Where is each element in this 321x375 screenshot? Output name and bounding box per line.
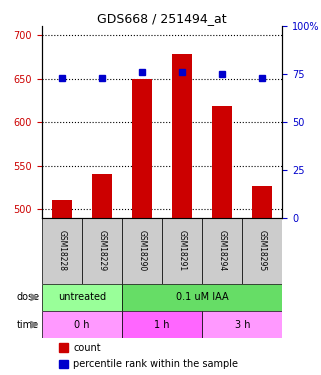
Text: GSM18291: GSM18291 [178,230,187,272]
FancyBboxPatch shape [122,311,202,338]
Title: GDS668 / 251494_at: GDS668 / 251494_at [97,12,227,25]
Bar [252,186,273,218]
Text: GSM18229: GSM18229 [97,230,107,272]
Text: dose: dose [16,292,39,302]
FancyBboxPatch shape [202,218,242,284]
Text: time: time [17,320,39,330]
Text: GSM18228: GSM18228 [57,230,66,271]
Bar [59,360,68,368]
Bar [132,78,152,218]
Bar [212,106,232,218]
Bar [59,344,68,351]
FancyBboxPatch shape [82,218,122,284]
Bar [172,54,192,218]
FancyBboxPatch shape [42,284,122,311]
Text: 0 h: 0 h [74,320,90,330]
Text: untreated: untreated [58,292,106,302]
Text: GSM18290: GSM18290 [137,230,147,272]
Text: 0.1 uM IAA: 0.1 uM IAA [176,292,229,302]
Text: 3 h: 3 h [235,320,250,330]
FancyBboxPatch shape [242,218,282,284]
Bar [92,174,112,218]
FancyBboxPatch shape [42,311,122,338]
Text: count: count [73,343,101,352]
FancyBboxPatch shape [42,218,82,284]
Text: percentile rank within the sample: percentile rank within the sample [73,359,238,369]
FancyBboxPatch shape [122,284,282,311]
FancyBboxPatch shape [202,311,282,338]
Text: GSM18294: GSM18294 [218,230,227,272]
Text: 1 h: 1 h [154,320,170,330]
Text: GSM18295: GSM18295 [258,230,267,272]
Bar [52,201,72,218]
FancyBboxPatch shape [162,218,202,284]
FancyBboxPatch shape [122,218,162,284]
